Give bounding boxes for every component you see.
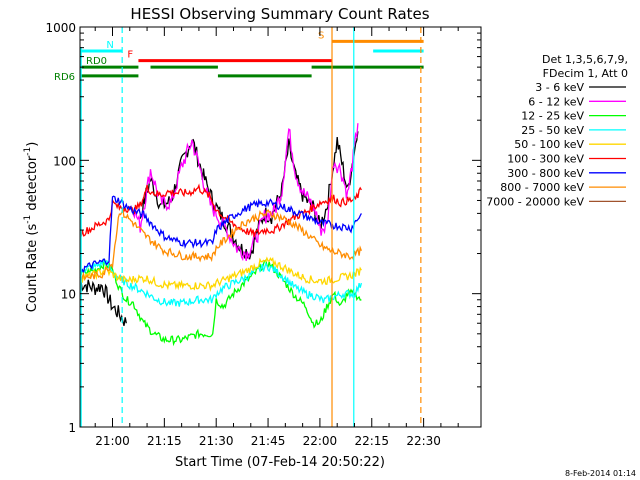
x-tick-label: 21:15	[147, 434, 182, 448]
x-tick-label: 21:00	[95, 434, 130, 448]
y-axis-ticks: 1 10 100 1000	[45, 21, 481, 435]
attenuator-bars: N F S RD0 RD6	[54, 30, 424, 83]
x-tick-label: 21:45	[251, 434, 286, 448]
y-axis-label: Count Rate (s-1 detector-1)	[23, 142, 40, 313]
legend-label: 300 - 800 keV	[507, 167, 584, 180]
series-line	[132, 123, 359, 262]
legend-label: 6 - 12 keV	[528, 95, 584, 108]
legend-header: FDecim 1, Att 0	[543, 67, 628, 80]
y-tick-label: 1000	[45, 21, 76, 35]
y-axis-label-part: Count Rate (s	[25, 224, 40, 313]
legend-header: Det 1,3,5,6,7,9,	[542, 53, 628, 66]
series-line	[79, 259, 363, 307]
state-bar-label: N	[106, 40, 113, 51]
footer-date: 8-Feb-2014 01:14	[565, 469, 636, 478]
series-lines	[79, 123, 363, 347]
x-axis-label: Start Time (07-Feb-14 20:50:22)	[175, 455, 385, 470]
legend-label: 25 - 50 keV	[521, 124, 584, 137]
y-axis-label-sup: -1	[23, 147, 33, 156]
legend-label: 50 - 100 keV	[514, 138, 584, 151]
y-axis-label-part: detector	[25, 155, 40, 215]
y-tick-label: 10	[61, 288, 76, 302]
x-tick-label: 21:30	[199, 434, 234, 448]
x-tick-label: 22:30	[406, 434, 441, 448]
series-line	[79, 257, 362, 347]
legend-label: 3 - 6 keV	[535, 81, 584, 94]
state-bar-label: F	[127, 50, 133, 61]
series-line	[79, 207, 363, 282]
y-tick-label: 100	[53, 154, 76, 168]
legend-label: 100 - 300 keV	[507, 153, 584, 166]
y-axis-label-sup: -1	[23, 215, 33, 224]
series-line	[79, 183, 362, 238]
series-line	[79, 195, 362, 274]
state-bar-label: S	[318, 30, 324, 41]
legend-label: 7000 - 20000 keV	[486, 195, 584, 208]
legend: Det 1,3,5,6,7,9, FDecim 1, Att 0 3 - 6 k…	[486, 53, 628, 208]
x-axis-ticks: 21:00 21:15 21:30 21:45 22:00 22:15 22:30	[94, 27, 459, 448]
plot-frame	[79, 26, 482, 428]
y-axis-label-part: )	[25, 142, 40, 147]
series-line	[79, 279, 127, 326]
legend-label: 12 - 25 keV	[521, 110, 584, 123]
series-line	[79, 256, 362, 293]
chart-title: HESSI Observing Summary Count Rates	[130, 5, 429, 23]
x-tick-label: 22:15	[354, 434, 389, 448]
state-bar-label: RD0	[86, 56, 107, 67]
state-change-lines	[80, 27, 422, 427]
state-bar-label: RD6	[54, 72, 75, 83]
y-tick-label: 1	[68, 421, 76, 435]
x-tick-label: 22:00	[303, 434, 338, 448]
legend-label: 800 - 7000 keV	[500, 181, 584, 194]
